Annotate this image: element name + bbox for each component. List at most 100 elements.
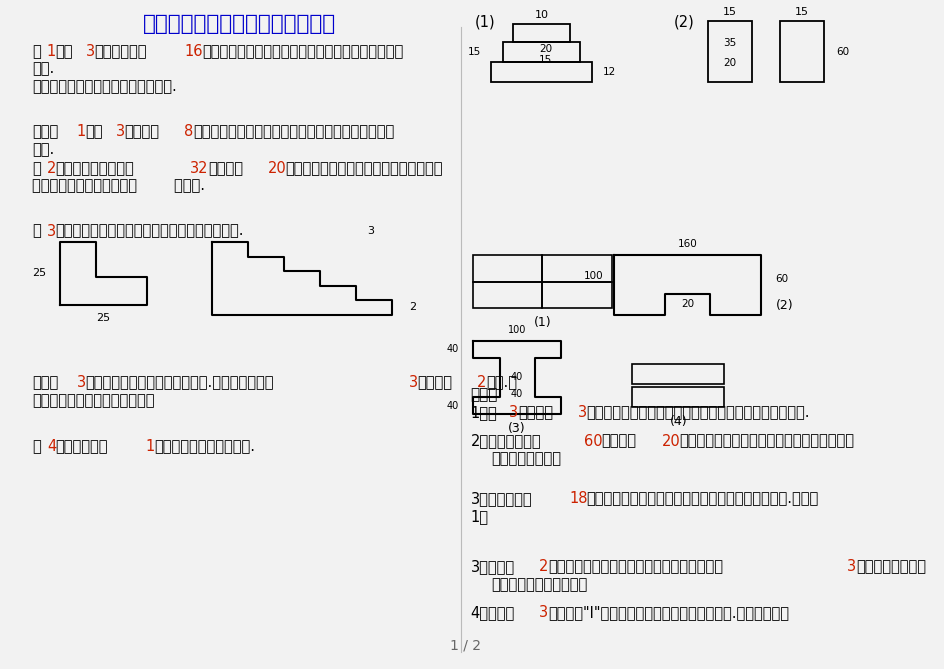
Text: ）的周长（单位：厘米）.: ）的周长（单位：厘米）. [154,439,255,454]
Text: 、一张长方形纸长是: 、一张长方形纸长是 [56,161,134,176]
Text: (2): (2) [673,14,694,29]
Bar [707,21,751,82]
Text: 100: 100 [582,271,602,281]
Text: 160: 160 [677,239,697,249]
Text: 厘米的长方形拼成一个大长方形，求大长方形的周长.（下图: 厘米的长方形拼成一个大长方形，求大长方形的周长.（下图 [586,491,818,506]
Text: 2: 2 [409,302,415,312]
Text: 4: 4 [47,439,56,454]
Bar [473,282,542,308]
Text: 分米，高: 分米，高 [417,375,452,391]
Text: 12: 12 [601,67,615,77]
Text: (3): (3) [508,422,526,435]
Text: 60: 60 [583,434,602,449]
Text: 1、用: 1、用 [470,405,497,420]
Text: 这个正方形纸片的边长是（        ）厘米.: 这个正方形纸片的边长是（ ）厘米. [32,179,205,193]
Text: 周长.: 周长. [32,142,54,157]
Text: 厘米的正方形拼成一个长方形，求所拼成的长方形的周长.: 厘米的正方形拼成一个长方形，求所拼成的长方形的周长. [586,405,809,420]
Text: 40: 40 [511,373,523,383]
Text: 个周长分别是: 个周长分别是 [94,43,146,59]
Text: 个周长是: 个周长是 [125,124,160,139]
Text: 3: 3 [47,223,56,239]
Text: 20: 20 [681,299,693,309]
Text: 3、四个周长为: 3、四个周长为 [470,491,531,506]
Text: 形的周长是多少？: 形的周长是多少？ [491,452,561,466]
Text: ）是一公园的平面图，王奶奶每天早晨绕它跑: ）是一公园的平面图，王奶奶每天早晨绕它跑 [548,559,722,574]
Text: 例: 例 [32,161,41,176]
Text: 分析与解答：请你画图后再思考解答.: 分析与解答：请你画图后再思考解答. [32,80,177,94]
Text: 15: 15 [538,56,551,66]
Text: 3: 3 [366,226,374,236]
Text: 60: 60 [835,47,849,57]
Bar [542,255,611,282]
Text: 2: 2 [539,559,548,574]
Text: (1): (1) [533,316,550,329]
Text: 例: 例 [32,439,41,454]
Text: 16: 16 [184,43,202,59]
Bar [513,24,569,43]
Text: 分米.求: 分米.求 [485,375,516,391]
Text: 1: 1 [47,43,56,59]
Text: 例: 例 [32,43,41,59]
Text: 2、一个长方形长: 2、一个长方形长 [470,434,541,449]
Text: 20: 20 [538,44,551,54]
Text: 厘米，从里面割一个最大的正方形，这个正方: 厘米，从里面割一个最大的正方形，这个正方 [679,434,853,449]
Text: 1 / 2: 1 / 2 [450,639,480,653]
Text: 1）: 1） [470,509,488,524]
Text: 、求下面图（: 、求下面图（ [56,439,108,454]
Text: 个边长是: 个边长是 [517,405,552,420]
Text: 40: 40 [447,345,459,355]
Text: 20: 20 [267,161,286,176]
Text: 试一试: 试一试 [32,124,58,139]
Text: 20: 20 [661,434,680,449]
Text: 32: 32 [190,161,209,176]
Text: 10: 10 [534,10,548,20]
Text: 厘米的正方形拼成一个长方形，求所拼成的长方形的: 厘米的正方形拼成一个长方形，求所拼成的长方形的 [202,43,403,59]
Text: 1: 1 [76,124,86,139]
Text: 40: 40 [447,401,459,411]
Bar [632,364,724,384]
Text: 厘米的正方形拼成一个长方形，求所拼成的长方形的: 厘米的正方形拼成一个长方形，求所拼成的长方形的 [193,124,394,139]
Text: ）是一个"I"字形大楼平面图，请求出它的周长.（单位：米）: ）是一个"I"字形大楼平面图，请求出它的周长.（单位：米） [548,605,788,620]
Text: 晨跑多少米？（上右图）: 晨跑多少米？（上右图） [491,577,587,592]
Text: 100: 100 [507,325,526,335]
Text: 厘米，从中剪下一个最大的正方形纸片，: 厘米，从中剪下一个最大的正方形纸片， [285,161,443,176]
Text: 圈，王奶奶每天早: 圈，王奶奶每天早 [855,559,925,574]
Text: 3: 3 [847,559,855,574]
Text: 4、上图（: 4、上图（ [470,605,514,620]
Text: 、计算下列图形（左图）的周长（单位：厘米）.: 、计算下列图形（左图）的周长（单位：厘米）. [56,223,244,239]
Text: 15: 15 [467,47,480,58]
Text: 20: 20 [722,58,735,68]
Bar [490,62,592,82]
Text: 厘米，宽: 厘米，宽 [208,161,243,176]
Text: 25: 25 [32,268,46,278]
Text: 3: 3 [509,405,518,420]
Text: 3: 3 [115,124,125,139]
Text: 、用: 、用 [86,124,103,139]
Text: 3: 3 [408,375,417,391]
Text: 例: 例 [32,223,41,239]
Text: 3、上图（: 3、上图（ [470,559,514,574]
Text: 周长.: 周长. [32,62,54,77]
Bar [542,282,611,308]
Text: 40: 40 [511,389,523,399]
Bar [632,387,724,407]
Text: 2: 2 [47,161,56,176]
Bar [779,21,823,82]
Text: 25: 25 [96,313,110,323]
Text: 试一试: 试一试 [32,375,58,391]
Text: 15: 15 [722,7,736,17]
Text: 18: 18 [568,491,587,506]
Text: (4): (4) [668,415,686,428]
Text: 三年级数学巧求图形的周长应用题: 三年级数学巧求图形的周长应用题 [143,14,336,34]
Text: 2: 2 [477,375,486,391]
Text: 15: 15 [794,7,808,17]
Text: 厘米，宽: 厘米，宽 [601,434,636,449]
Text: 、如上右图是一个楼梯的侧剖图.已知每步台阶宽: 、如上右图是一个楼梯的侧剖图.已知每步台阶宽 [86,375,274,391]
Text: 3: 3 [86,43,94,59]
Text: 练习：: 练习： [470,387,497,402]
Text: 1: 1 [145,439,155,454]
Bar [473,255,542,282]
Text: 3: 3 [578,405,586,420]
Text: (2): (2) [775,299,792,312]
Text: 这个楼梯侧面的周长是多少米？: 这个楼梯侧面的周长是多少米？ [32,393,154,408]
